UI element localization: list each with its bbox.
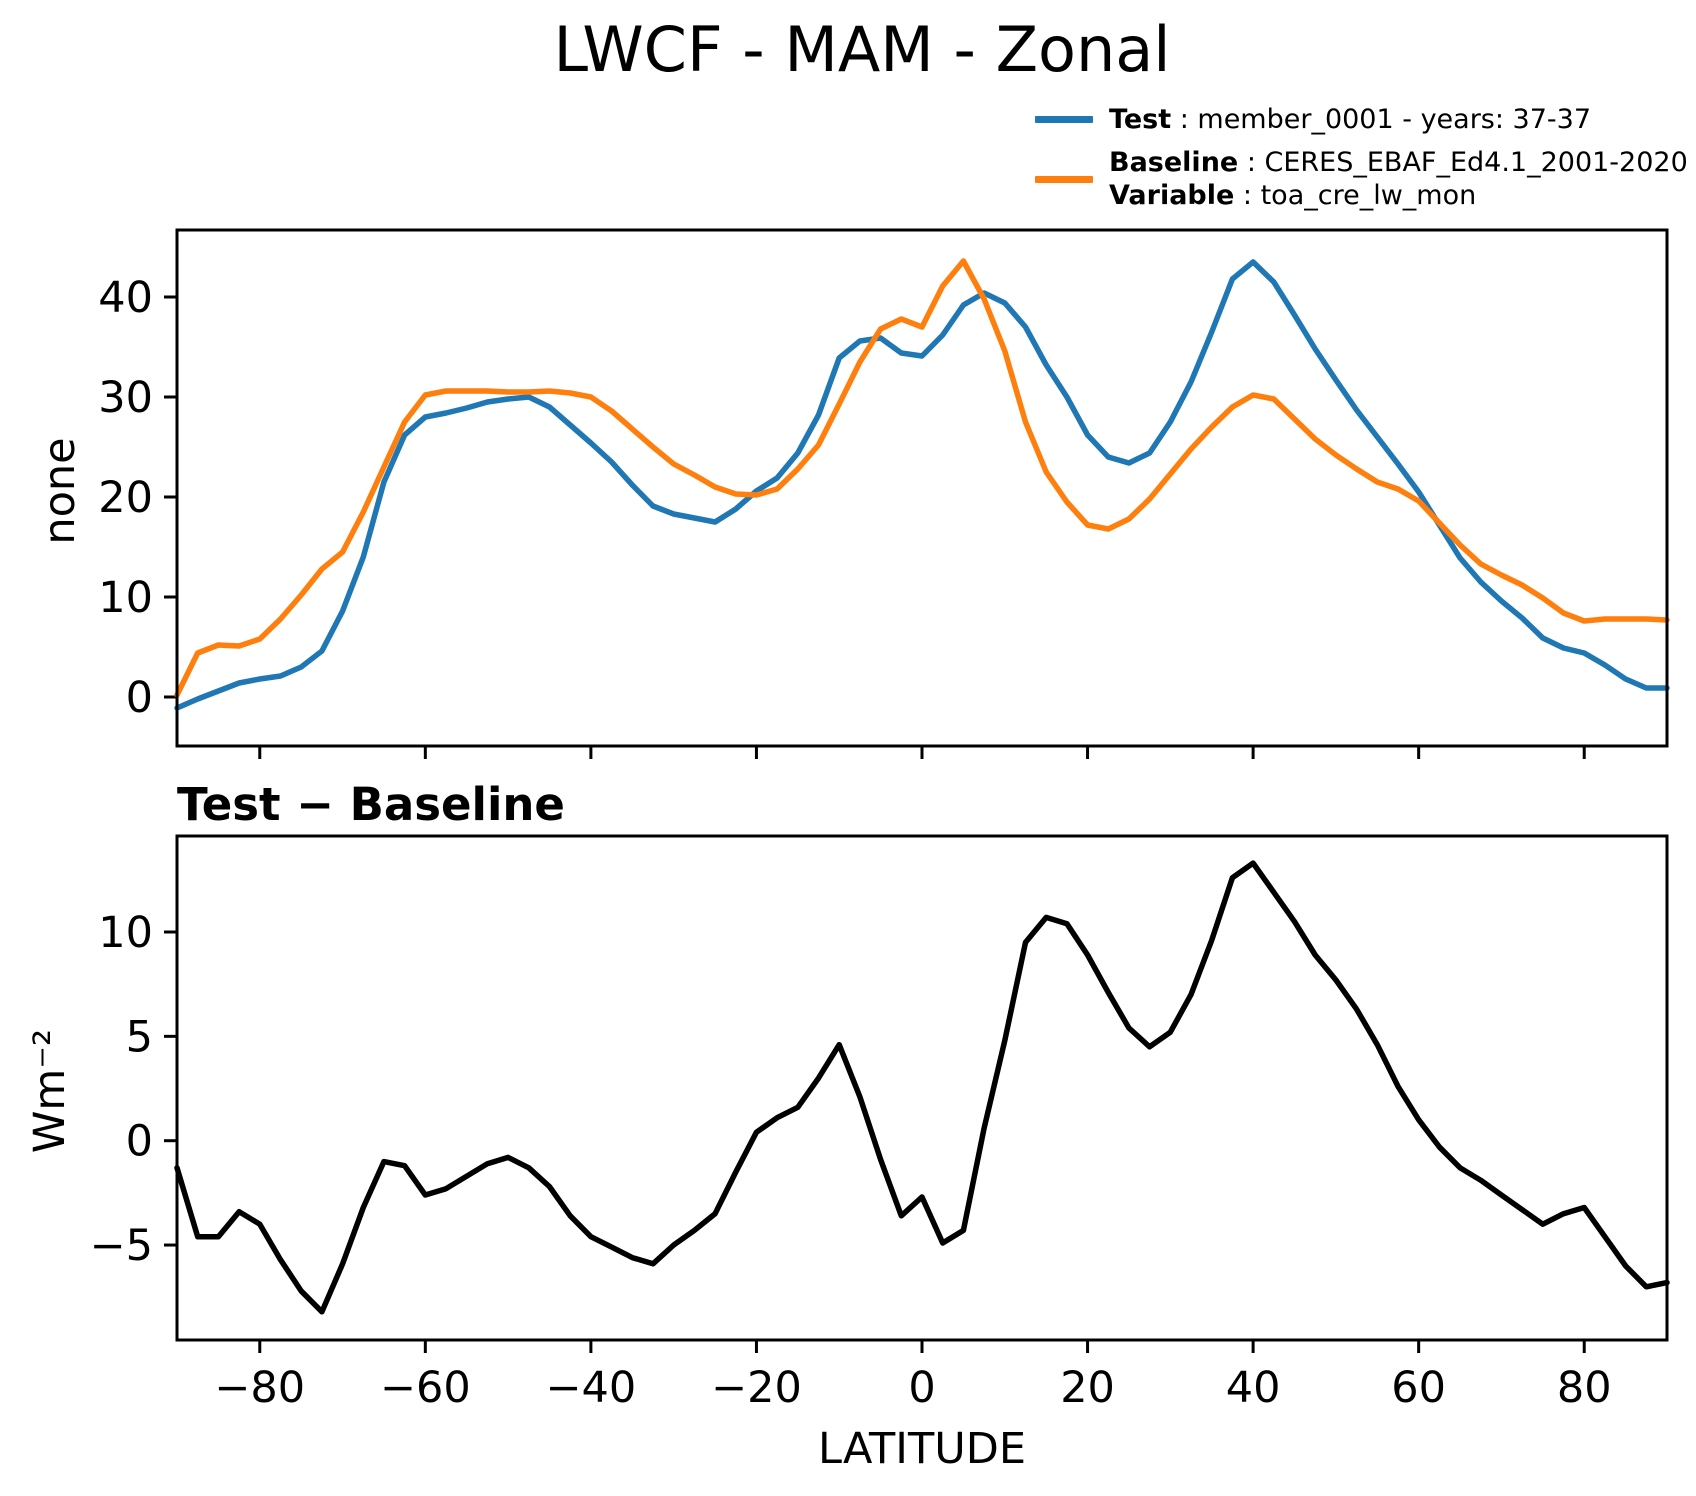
y-tick-label: 30	[98, 373, 153, 423]
test-line	[174, 259, 1670, 711]
legend-swatch-baseline-line	[1035, 175, 1093, 183]
y-tick-label: 0	[126, 1117, 153, 1167]
y-tick-label: 20	[98, 473, 153, 523]
x-tick-label: 40	[1226, 1363, 1281, 1413]
x-tick-label: −80	[214, 1363, 305, 1413]
legend-entry-test: Test : member_0001 - years: 37-37	[1035, 103, 1688, 136]
x-axis-label: LATITUDE	[818, 1424, 1026, 1474]
x-tick-label: 60	[1391, 1363, 1446, 1413]
legend-label-baseline-key: Baseline	[1109, 147, 1239, 178]
legend-label-variable-key: Variable	[1109, 180, 1235, 211]
legend-label-variable: Variable : toa_cre_lw_mon	[1109, 179, 1688, 212]
legend-label-baseline-stack: Baseline : CERES_EBAF_Ed4.1_2001-2020 Va…	[1109, 146, 1688, 212]
figure-title: LWCF - MAM - Zonal	[553, 13, 1171, 86]
diff-panel-title: Test − Baseline	[177, 778, 565, 831]
baseline-line	[174, 258, 1670, 698]
y-tick-label: 10	[98, 908, 153, 958]
main-axes-frame	[175, 228, 1669, 748]
legend-swatch-test-line	[1035, 116, 1093, 123]
y-tick-label: −5	[90, 1221, 153, 1271]
legend-label-test-key: Test	[1109, 104, 1172, 135]
y-tick-label: 5	[126, 1012, 153, 1062]
x-tick-label: 80	[1557, 1363, 1612, 1413]
legend-label-baseline-value: : CERES_EBAF_Ed4.1_2001-2020	[1238, 147, 1688, 178]
y-tick-label: 10	[98, 573, 153, 623]
legend-label-test-value: : member_0001 - years: 37-37	[1171, 104, 1592, 135]
y-tick-label: 40	[98, 273, 153, 323]
legend-label-test: Test : member_0001 - years: 37-37	[1109, 103, 1591, 136]
x-tick-label: −60	[380, 1363, 471, 1413]
difference-line	[174, 860, 1670, 1315]
legend-entry-baseline: Baseline : CERES_EBAF_Ed4.1_2001-2020 Va…	[1035, 146, 1688, 212]
y-tick-label: 0	[126, 673, 153, 723]
diff-axes-frame	[175, 834, 1669, 1342]
legend: Test : member_0001 - years: 37-37 Baseli…	[1035, 103, 1688, 212]
legend-label-baseline: Baseline : CERES_EBAF_Ed4.1_2001-2020	[1109, 146, 1688, 179]
x-tick-label: 0	[908, 1363, 935, 1413]
legend-label-variable-value: : toa_cre_lw_mon	[1234, 180, 1477, 211]
x-tick-label: 20	[1060, 1363, 1115, 1413]
diff-panel: −80 −60 −40 −20 0 20 40 60 80 −5 0 5 10	[90, 834, 1670, 1413]
x-tick-label: −40	[546, 1363, 637, 1413]
main-panel: 0 10 20 30 40	[98, 228, 1670, 759]
x-tick-label: −20	[711, 1363, 802, 1413]
